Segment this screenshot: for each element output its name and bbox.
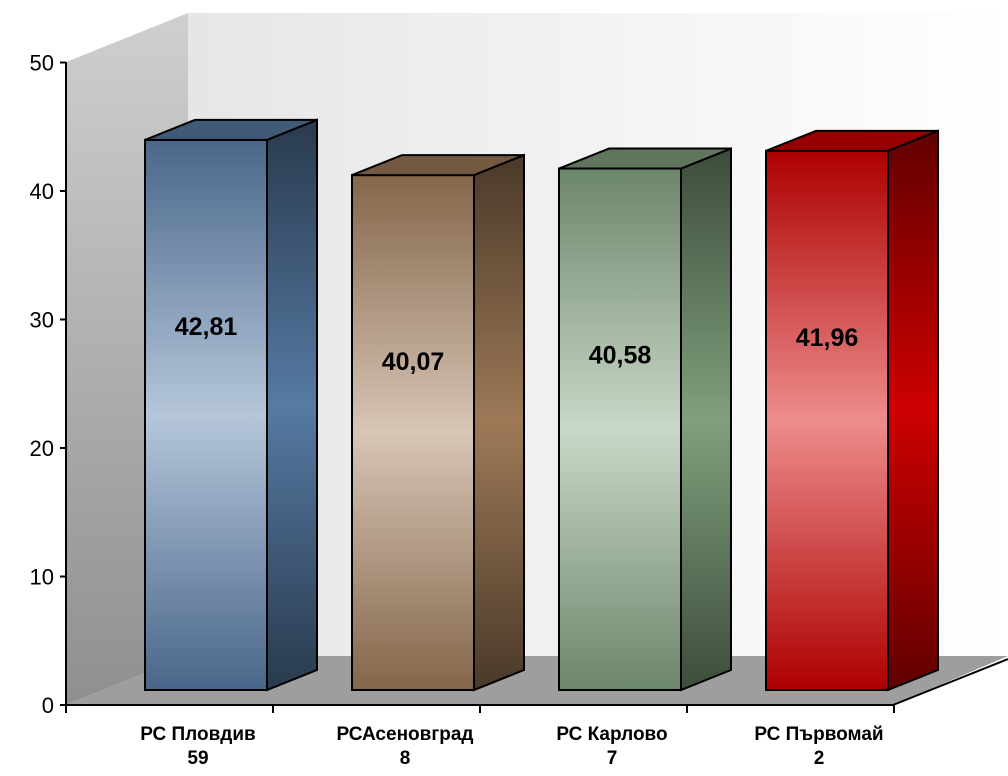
bar-top-face (351, 154, 525, 177)
bar-value-label: 41,96 (796, 324, 859, 352)
bar-value-label: 40,07 (382, 348, 445, 376)
y-tick-label: 0 (42, 693, 54, 718)
bar-front-face (144, 138, 268, 692)
y-tick-label: 20 (30, 436, 54, 461)
bar-value-label: 40,58 (589, 342, 652, 370)
bar (351, 153, 525, 692)
x-category-label: РС Пловдив 59 (140, 724, 255, 769)
y-tick-label: 40 (30, 179, 54, 204)
x-category-label: РСАсеновград 8 (337, 724, 474, 769)
bar-top-face (144, 118, 318, 141)
bar (558, 147, 732, 692)
bar-side-face (473, 153, 525, 692)
x-axis-labels: РС Пловдив 59 РСАсеновград 8 РС Карлово 7 РС П… (65, 705, 895, 769)
x-category-label: РС Първомай 2 (754, 724, 883, 769)
floor-edge (892, 658, 1008, 706)
x-category-label: РС Карлово 7 (556, 724, 667, 769)
bar (765, 129, 939, 692)
bar (144, 118, 318, 692)
bar-side-face (887, 129, 939, 692)
y-tick-label: 50 (30, 51, 54, 76)
bar-front-face (351, 174, 475, 691)
bar-value-label: 42,81 (175, 313, 238, 341)
bar-side-face (680, 147, 732, 692)
bar-front-face (558, 167, 682, 691)
bar-top-face (558, 147, 732, 170)
y-tick-label: 10 (30, 565, 54, 590)
bar-side-face (266, 118, 318, 692)
y-axis-ticks: 0 10 20 30 40 50 (30, 51, 66, 718)
bar-top-face (765, 129, 939, 152)
y-tick-label: 30 (30, 308, 54, 333)
bars-group: 42,81 40,07 40,58 41,96 (144, 118, 939, 692)
bar-front-face (765, 149, 889, 691)
